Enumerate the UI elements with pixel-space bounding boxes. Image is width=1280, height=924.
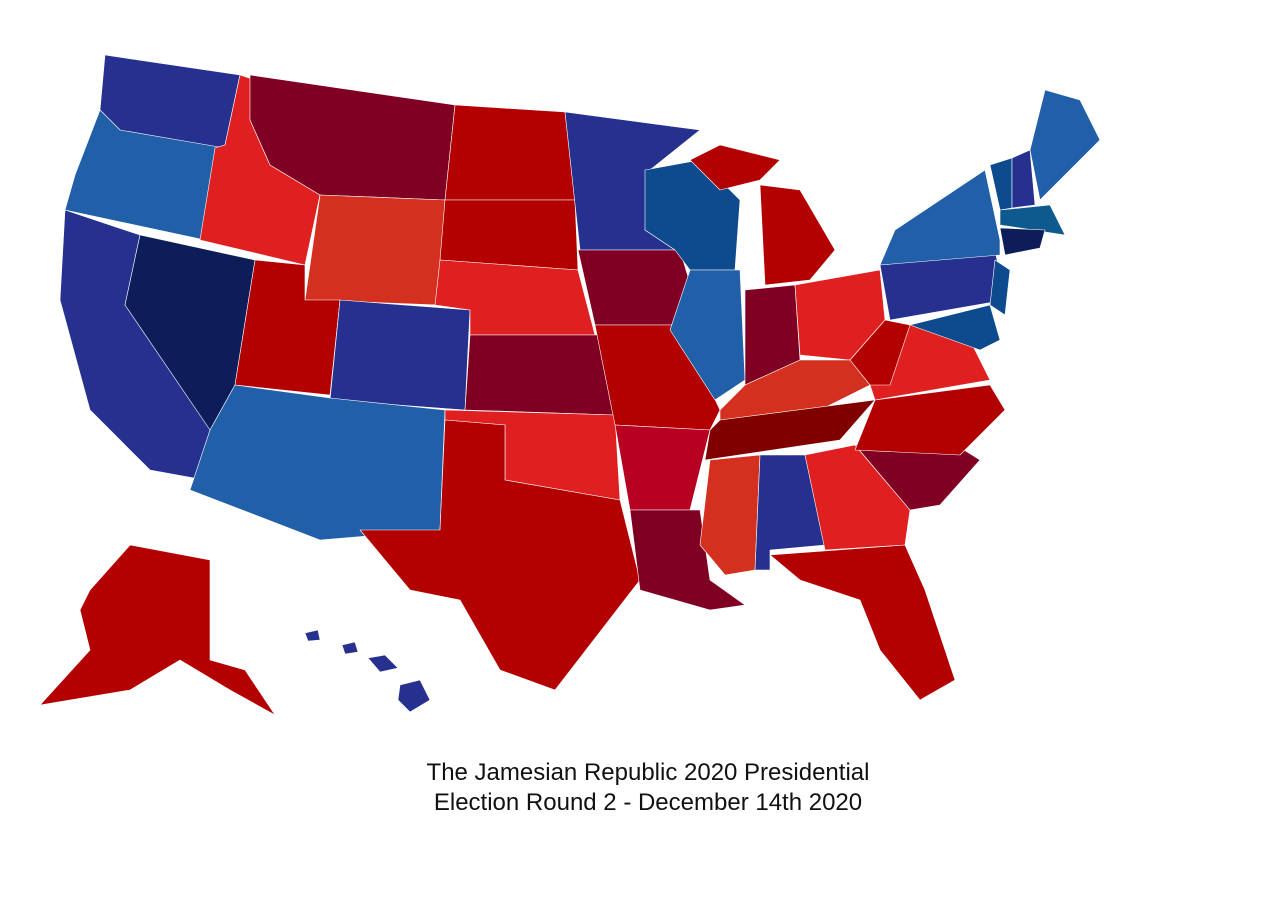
- arizona-new-mexico: [189, 384, 446, 541]
- new-york: [879, 169, 1001, 266]
- wyoming: [304, 194, 446, 306]
- illinois: [669, 269, 746, 401]
- michigan-lower: [759, 184, 836, 286]
- hawaii-oahu: [341, 641, 359, 655]
- maine: [1029, 89, 1101, 201]
- alaska: [39, 544, 276, 716]
- colorado: [329, 299, 471, 411]
- texas: [359, 419, 641, 691]
- west-virginia: [849, 319, 911, 386]
- kansas: [464, 334, 616, 416]
- massachusetts: [999, 204, 1066, 236]
- hawaii-maui: [367, 654, 399, 673]
- arkansas: [614, 424, 711, 511]
- hawaii-big-island: [397, 679, 431, 713]
- maryland-delaware: [909, 304, 1001, 351]
- new-hampshire: [1011, 149, 1036, 209]
- north-carolina: [854, 384, 1006, 456]
- states: [39, 54, 1101, 716]
- louisiana: [629, 509, 746, 611]
- south-dakota: [439, 199, 579, 271]
- north-dakota: [444, 104, 576, 201]
- mississippi: [699, 454, 761, 576]
- vermont: [989, 157, 1013, 211]
- connecticut-rhode-island: [999, 227, 1046, 256]
- new-jersey: [989, 259, 1011, 316]
- michigan-upper: [689, 144, 781, 191]
- georgia: [804, 444, 911, 551]
- caption-line: Election Round 2 - December 14th 2020: [434, 789, 862, 816]
- caption-line: The Jamesian Republic 2020 Presidential: [427, 759, 870, 786]
- florida: [769, 544, 956, 701]
- tennessee: [704, 399, 876, 461]
- hawaii-kauai: [304, 629, 321, 642]
